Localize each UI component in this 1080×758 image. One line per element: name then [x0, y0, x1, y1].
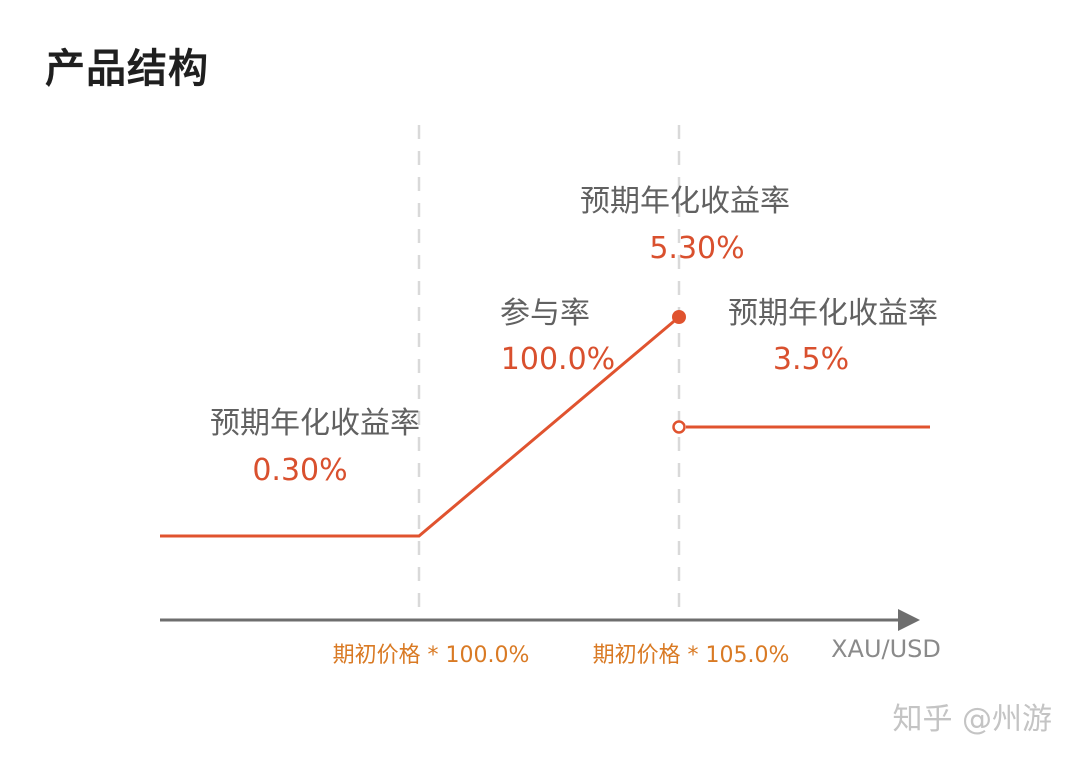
x-tick-100: 期初价格 * 100.0%	[332, 643, 530, 668]
high-value: 3.5%	[772, 342, 850, 377]
participation-value: 100.0%	[500, 342, 616, 377]
participation-caption: 参与率	[500, 296, 590, 331]
x-axis-arrow-icon	[898, 609, 920, 631]
low-caption: 预期年化收益率	[210, 406, 420, 441]
payoff-line-low-and-ramp	[160, 315, 680, 538]
x-axis-label: XAU/USD	[831, 635, 941, 663]
open-dot-icon	[672, 420, 686, 434]
peak-caption: 预期年化收益率	[580, 184, 790, 219]
high-caption: 预期年化收益率	[728, 296, 938, 331]
peak-closed-dot-icon	[672, 310, 686, 324]
peak-value: 5.30%	[649, 231, 745, 266]
low-value: 0.30%	[252, 453, 348, 488]
watermark: 知乎 @州游	[892, 702, 1052, 737]
page-title: 产品结构	[45, 46, 209, 92]
x-tick-105: 期初价格 * 105.0%	[592, 643, 790, 668]
